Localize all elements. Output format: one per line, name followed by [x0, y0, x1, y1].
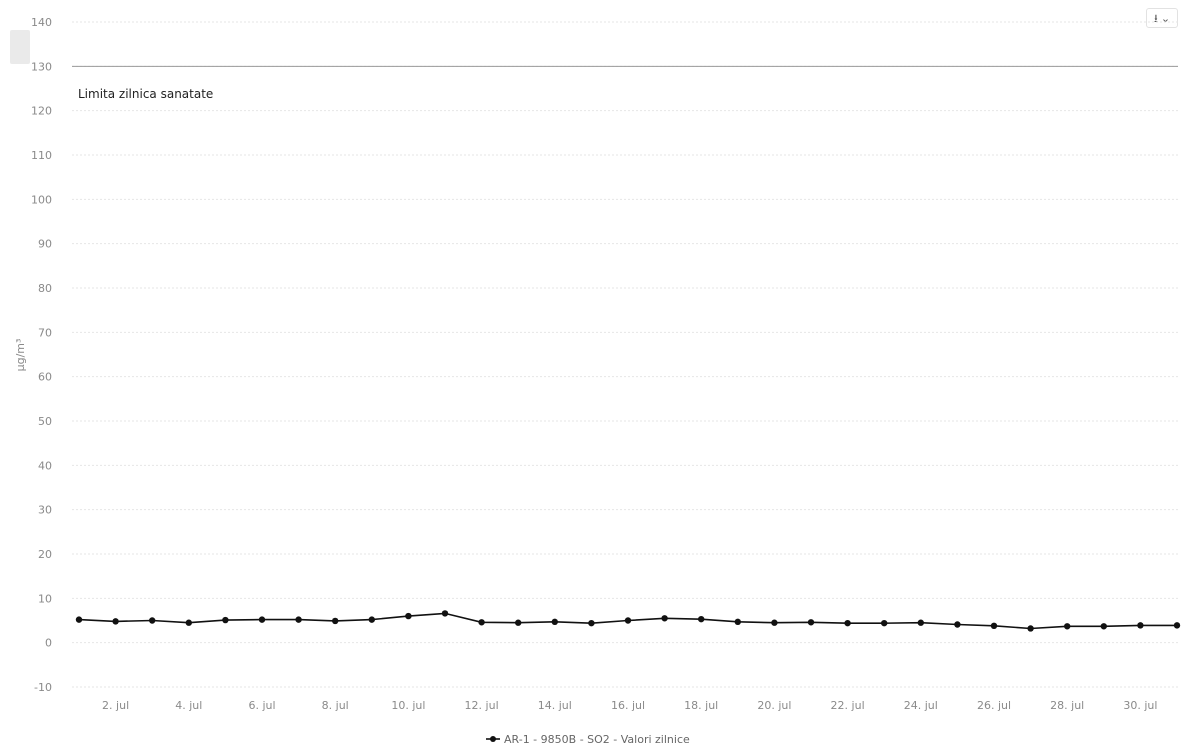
data-point[interactable]	[734, 618, 741, 626]
data-point[interactable]	[954, 621, 961, 628]
data-point[interactable]	[844, 619, 851, 627]
x-tick-label: 12. jul	[465, 699, 499, 712]
legend[interactable]: AR-1 - 9850B - SO2 - Valori zilnice	[486, 733, 690, 746]
x-tick-label: 24. jul	[904, 699, 938, 712]
data-point[interactable]	[771, 619, 778, 626]
data-point[interactable]	[441, 610, 449, 617]
x-tick-label: 20. jul	[757, 699, 791, 712]
data-point[interactable]	[588, 619, 595, 627]
x-tick-label: 30. jul	[1123, 699, 1157, 712]
data-point[interactable]	[807, 619, 815, 626]
data-point[interactable]	[478, 619, 485, 626]
data-point[interactable]	[75, 616, 83, 623]
data-point[interactable]	[1027, 625, 1034, 632]
data-point[interactable]	[222, 616, 229, 624]
chevron-down-icon: ⌄	[1160, 11, 1171, 25]
x-tick-label: 22. jul	[831, 699, 865, 712]
data-point[interactable]	[1137, 622, 1144, 629]
y-tick-label: 90	[38, 238, 52, 251]
data-point[interactable]	[917, 619, 924, 626]
x-tick-label: 2. jul	[102, 699, 129, 712]
download-icon: ⭳	[1153, 11, 1158, 25]
data-point[interactable]	[624, 617, 632, 624]
data-point[interactable]	[149, 617, 156, 624]
y-tick-label: 30	[38, 504, 52, 517]
data-point[interactable]	[698, 615, 705, 623]
legend-marker	[490, 736, 496, 742]
y-tick-label: 140	[31, 16, 52, 29]
data-point[interactable]	[990, 622, 998, 630]
x-tick-label: 10. jul	[391, 699, 425, 712]
data-point[interactable]	[661, 615, 668, 622]
x-tick-label: 8. jul	[322, 699, 349, 712]
y-tick-label: 80	[38, 282, 52, 295]
data-point[interactable]	[368, 616, 375, 623]
export-menu-button[interactable]: ⭳ ⌄	[1146, 8, 1178, 28]
data-point[interactable]	[551, 618, 558, 626]
data-point[interactable]	[1173, 622, 1181, 629]
data-point[interactable]	[405, 612, 412, 620]
plot-line-label: Limita zilnica sanatate	[78, 87, 213, 101]
grid-lines	[72, 21, 1178, 688]
y-axis-title: µg/m³	[14, 339, 27, 372]
y-tick-label: 0	[45, 637, 52, 650]
x-tick-label: 16. jul	[611, 699, 645, 712]
y-tick-label: 40	[38, 459, 52, 472]
data-point[interactable]	[258, 616, 266, 623]
x-axis-ticks: 2. jul 4. jul 6. jul 8. jul 10. jul 12. jul 14…	[102, 699, 1157, 712]
y-tick-label: 100	[31, 193, 52, 206]
data-point[interactable]	[332, 617, 339, 625]
y-tick-label: 70	[38, 326, 52, 339]
x-tick-label: 26. jul	[977, 699, 1011, 712]
data-point[interactable]	[881, 619, 888, 627]
x-tick-label: 6. jul	[248, 699, 275, 712]
series-group	[75, 610, 1181, 632]
legend-label: AR-1 - 9850B - SO2 - Valori zilnice	[504, 733, 690, 746]
data-point[interactable]	[1064, 623, 1071, 630]
y-axis-ticks: -10 0 10 20 30 40 50 60 70 80 90 100 110 120 130 140	[31, 16, 52, 694]
y-tick-label: 110	[31, 149, 52, 162]
x-tick-label: 4. jul	[175, 699, 202, 712]
data-point[interactable]	[295, 616, 302, 623]
y-tick-label: 50	[38, 415, 52, 428]
y-tick-label: -10	[34, 681, 52, 694]
plot-lines: Limita zilnica sanatate	[72, 65, 1178, 101]
y-tick-label: 20	[38, 548, 52, 561]
y-tick-label: 120	[31, 105, 52, 118]
data-point[interactable]	[112, 618, 119, 625]
y-tick-label: 10	[38, 592, 52, 605]
x-tick-label: 28. jul	[1050, 699, 1084, 712]
y-tick-label: 130	[31, 60, 52, 73]
x-tick-label: 14. jul	[538, 699, 572, 712]
side-thumbnail	[10, 30, 30, 64]
data-point[interactable]	[185, 619, 192, 626]
y-tick-label: 60	[38, 371, 52, 384]
x-tick-label: 18. jul	[684, 699, 718, 712]
data-point[interactable]	[1100, 623, 1108, 630]
data-point[interactable]	[515, 619, 522, 626]
